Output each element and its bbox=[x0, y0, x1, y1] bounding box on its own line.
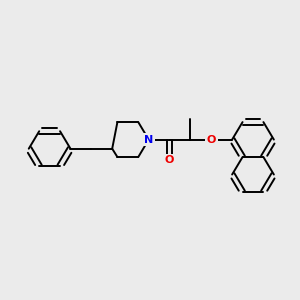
Text: O: O bbox=[207, 135, 216, 145]
Text: N: N bbox=[144, 135, 153, 145]
Text: O: O bbox=[165, 155, 174, 165]
